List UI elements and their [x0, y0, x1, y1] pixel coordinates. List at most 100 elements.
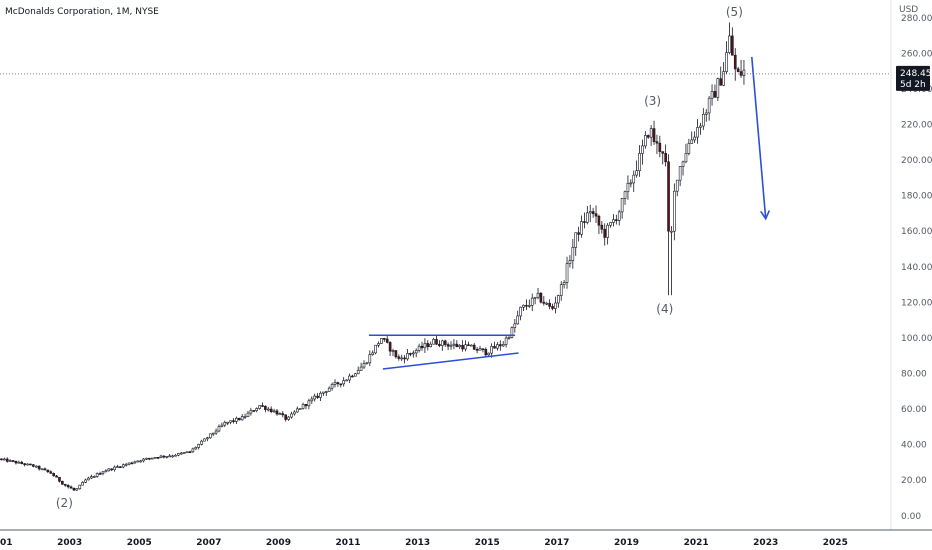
candle-up[interactable] — [507, 337, 511, 339]
candle-up[interactable] — [116, 466, 119, 468]
candle-down[interactable] — [481, 348, 485, 350]
candle-down[interactable] — [583, 221, 586, 223]
candle-down[interactable] — [37, 465, 41, 470]
candle-down[interactable] — [281, 413, 285, 416]
candle-up[interactable] — [240, 416, 244, 421]
candle-up[interactable] — [356, 370, 360, 375]
candle-up[interactable] — [197, 444, 200, 448]
candle-up[interactable] — [127, 462, 131, 465]
candle-up[interactable] — [417, 345, 421, 351]
candle-down[interactable] — [731, 35, 734, 56]
candle-down[interactable] — [551, 306, 554, 309]
candle-up[interactable] — [179, 452, 183, 455]
candle-up[interactable] — [266, 408, 270, 411]
candle-up[interactable] — [217, 426, 221, 432]
candle-up[interactable] — [704, 112, 708, 115]
candle-down[interactable] — [646, 135, 650, 138]
candle-up[interactable] — [255, 408, 258, 411]
candle-down[interactable] — [446, 344, 450, 347]
candle-up[interactable] — [690, 139, 694, 144]
candle-up[interactable] — [208, 433, 212, 439]
candle-up[interactable] — [90, 476, 93, 479]
candle-down[interactable] — [351, 375, 354, 378]
candle-up[interactable] — [742, 69, 746, 76]
candle-down[interactable] — [58, 476, 61, 482]
candle-up[interactable] — [728, 35, 731, 53]
candle-down[interactable] — [232, 420, 235, 423]
candle-up[interactable] — [310, 398, 314, 402]
candle-up[interactable] — [313, 395, 317, 400]
candle-up[interactable] — [206, 437, 209, 440]
candle-up[interactable] — [353, 373, 357, 377]
candle-up[interactable] — [554, 302, 557, 309]
candle-down[interactable] — [20, 461, 24, 464]
candle-up[interactable] — [377, 343, 380, 346]
candle-up[interactable] — [348, 375, 351, 381]
candle-down[interactable] — [594, 213, 598, 217]
candle-up[interactable] — [298, 408, 302, 410]
candle-down[interactable] — [237, 417, 241, 421]
candle-up[interactable] — [185, 451, 189, 454]
candle-down[interactable] — [0, 458, 3, 461]
candle-up[interactable] — [707, 97, 711, 114]
candle-up[interactable] — [501, 344, 505, 347]
candle-up[interactable] — [391, 350, 395, 352]
candle-up[interactable] — [516, 315, 520, 325]
candle-up[interactable] — [3, 458, 6, 461]
candle-up[interactable] — [229, 420, 232, 423]
candle-down[interactable] — [269, 408, 273, 412]
candle-down[interactable] — [261, 405, 264, 407]
candle-up[interactable] — [414, 350, 418, 354]
candle-down[interactable] — [658, 142, 662, 152]
candle-up[interactable] — [606, 224, 609, 238]
candle-down[interactable] — [733, 54, 737, 70]
candle-down[interactable] — [388, 342, 392, 352]
candle-down[interactable] — [63, 484, 67, 486]
candle-down[interactable] — [148, 457, 151, 460]
candle-up[interactable] — [696, 127, 699, 138]
candle-up[interactable] — [722, 71, 725, 86]
candle-up[interactable] — [478, 348, 482, 351]
candle-up[interactable] — [365, 362, 369, 365]
candle-up[interactable] — [571, 247, 575, 261]
candle-down[interactable] — [652, 128, 656, 142]
candle-up[interactable] — [136, 460, 140, 463]
candle-up[interactable] — [545, 302, 549, 305]
candle-down[interactable] — [397, 356, 401, 359]
candle-down[interactable] — [472, 344, 476, 350]
candle-up[interactable] — [342, 380, 346, 385]
candle-up[interactable] — [150, 457, 154, 460]
candle-up[interactable] — [287, 416, 290, 420]
candle-down[interactable] — [420, 345, 424, 349]
candle-up[interactable] — [34, 465, 38, 468]
candle-up[interactable] — [568, 260, 572, 265]
candle-up[interactable] — [641, 145, 644, 154]
candle-up[interactable] — [510, 327, 514, 338]
candle-down[interactable] — [548, 302, 551, 307]
candle-up[interactable] — [359, 366, 363, 371]
candle-up[interactable] — [670, 230, 673, 233]
candle-up[interactable] — [243, 416, 247, 418]
candle-up[interactable] — [371, 352, 375, 355]
candle-down[interactable] — [736, 68, 740, 72]
candle-up[interactable] — [490, 346, 493, 354]
candle-down[interactable] — [130, 462, 134, 465]
candle-down[interactable] — [597, 215, 601, 226]
candle-down[interactable] — [119, 466, 122, 468]
candle-down[interactable] — [499, 344, 502, 347]
candle-up[interactable] — [368, 354, 372, 364]
candle-up[interactable] — [333, 382, 337, 385]
current-price-badge[interactable]: 248.45 5d 2h — [896, 65, 932, 91]
candle-down[interactable] — [156, 457, 160, 459]
candle-up[interactable] — [104, 470, 108, 473]
candle-up[interactable] — [684, 153, 688, 163]
candle-up[interactable] — [203, 438, 206, 442]
candle-up[interactable] — [301, 404, 305, 409]
candle-up[interactable] — [440, 340, 444, 346]
candle-up[interactable] — [400, 357, 404, 360]
candle-up[interactable] — [626, 182, 630, 193]
candle-up[interactable] — [710, 91, 714, 99]
candle-down[interactable] — [739, 71, 743, 76]
candle-down[interactable] — [11, 460, 15, 462]
